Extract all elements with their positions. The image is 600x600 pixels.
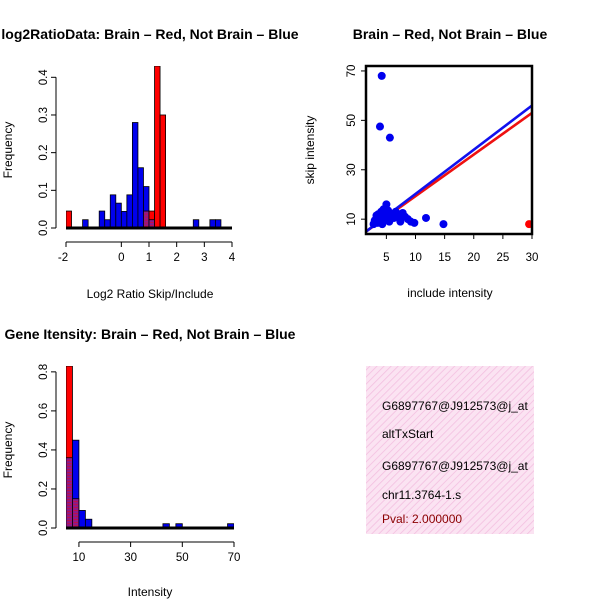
intensity-bars bbox=[66, 366, 234, 528]
info-hatched-background bbox=[366, 366, 534, 534]
x-tick-label: 4 bbox=[229, 252, 236, 264]
histogram-bar bbox=[98, 210, 106, 228]
intensity-x-label: Intensity bbox=[128, 585, 173, 599]
y-tick-label: 0.0 bbox=[38, 520, 50, 536]
x-tick-label: 15 bbox=[438, 252, 451, 264]
info-pval: Pval: 2.000000 bbox=[382, 512, 462, 526]
histogram-overlap-bar bbox=[143, 210, 150, 228]
histogram-bar bbox=[159, 114, 166, 228]
y-tick-label: 0.3 bbox=[38, 107, 50, 123]
x-tick-label: 3 bbox=[201, 252, 207, 264]
histogram-overlap-bar bbox=[72, 498, 80, 528]
y-tick-label: 0.4 bbox=[38, 69, 50, 86]
ratio-x-label: Log2 Ratio Skip/Include bbox=[87, 287, 214, 301]
ratio-y-axis: 0.0 0.1 0.2 0.3 0.4 bbox=[38, 69, 57, 236]
x-tick-label: 50 bbox=[176, 552, 189, 564]
y-tick-label: 0.1 bbox=[38, 182, 50, 198]
histogram-bar bbox=[109, 194, 117, 228]
scatter-point bbox=[382, 200, 391, 209]
scatter-chart-title: Brain – Red, Not Brain – Blue bbox=[353, 26, 548, 42]
y-tick-label: 0.2 bbox=[38, 481, 50, 497]
intensity-x-axis: 10 30 50 70 bbox=[73, 541, 241, 564]
ratio-histogram-panel: log2RatioData: Brain – Red, Not Brain – … bbox=[1, 26, 299, 301]
x-tick-label: 25 bbox=[496, 252, 509, 264]
scatter-y-label: skip intensity bbox=[303, 116, 317, 185]
scatter-marks bbox=[366, 71, 532, 233]
histogram-bar bbox=[126, 194, 133, 228]
y-tick-label: 0.4 bbox=[38, 441, 50, 458]
y-tick-label: 50 bbox=[346, 114, 358, 127]
scatter-point bbox=[410, 218, 419, 227]
y-tick-label: 0.8 bbox=[38, 364, 50, 380]
y-tick-label: 70 bbox=[346, 65, 358, 78]
scatter-y-axis: 10 30 50 70 bbox=[346, 65, 366, 226]
histogram-bar bbox=[131, 122, 139, 228]
ratio-chart-title: log2RatioData: Brain – Red, Not Brain – … bbox=[1, 26, 298, 42]
y-tick-label: 30 bbox=[346, 163, 358, 176]
x-tick-label: 30 bbox=[124, 552, 137, 564]
histogram-bar bbox=[115, 202, 122, 228]
x-tick-label: 5 bbox=[383, 252, 389, 264]
histogram-bar bbox=[78, 510, 86, 528]
histogram-bar bbox=[66, 210, 72, 228]
y-tick-label: 0.6 bbox=[38, 403, 50, 419]
scatter-point bbox=[525, 220, 532, 229]
scatter-point bbox=[439, 220, 448, 229]
info-probe-id: G6897767@J912573@j_at bbox=[382, 399, 528, 413]
y-tick-label: 10 bbox=[346, 213, 358, 226]
info-panel: G6897767@J912573@j_at altTxStart G689776… bbox=[366, 366, 534, 534]
scatter-point bbox=[377, 71, 386, 80]
scatter-x-label: include intensity bbox=[407, 286, 492, 300]
ratio-x-axis: -2 0 1 2 3 4 bbox=[58, 241, 236, 264]
intensity-y-axis: 0.0 0.2 0.4 0.6 0.8 bbox=[38, 364, 57, 536]
scatter-point bbox=[375, 122, 384, 131]
scatter-point bbox=[421, 213, 430, 222]
scatter-point bbox=[385, 133, 394, 142]
info-probe-id-2: G6897767@J912573@j_at bbox=[382, 459, 528, 473]
intensity-chart-title: Gene Itensity: Brain – Red, Not Brain – … bbox=[5, 326, 296, 342]
x-tick-label: 2 bbox=[173, 252, 179, 264]
y-tick-label: 0.2 bbox=[38, 145, 50, 161]
x-tick-label: 20 bbox=[467, 252, 480, 264]
intensity-y-label: Frequency bbox=[1, 422, 15, 479]
histogram-bar bbox=[154, 66, 161, 228]
ratio-y-label: Frequency bbox=[1, 122, 15, 179]
info-location: chr11.3764-1.s bbox=[382, 488, 461, 502]
x-tick-label: 1 bbox=[146, 252, 152, 264]
scatter-plot-frame bbox=[364, 64, 534, 236]
scatter-panel: Brain – Red, Not Brain – Blue 5 10 15 20 25 3… bbox=[303, 26, 547, 300]
x-tick-label: 10 bbox=[73, 552, 86, 564]
x-tick-label: 70 bbox=[228, 552, 241, 564]
x-tick-label: -2 bbox=[58, 252, 68, 264]
scatter-x-axis: 5 10 15 20 25 30 bbox=[383, 234, 538, 264]
histogram-bar bbox=[120, 211, 128, 228]
intensity-histogram-panel: Gene Itensity: Brain – Red, Not Brain – … bbox=[1, 326, 296, 599]
x-tick-label: 0 bbox=[118, 252, 124, 264]
y-tick-label: 0.0 bbox=[38, 220, 50, 236]
info-event-type: altTxStart bbox=[382, 427, 434, 441]
histogram-bar bbox=[137, 167, 144, 228]
ratio-bars bbox=[66, 66, 222, 228]
x-tick-label: 30 bbox=[526, 252, 539, 264]
x-tick-label: 10 bbox=[409, 252, 422, 264]
